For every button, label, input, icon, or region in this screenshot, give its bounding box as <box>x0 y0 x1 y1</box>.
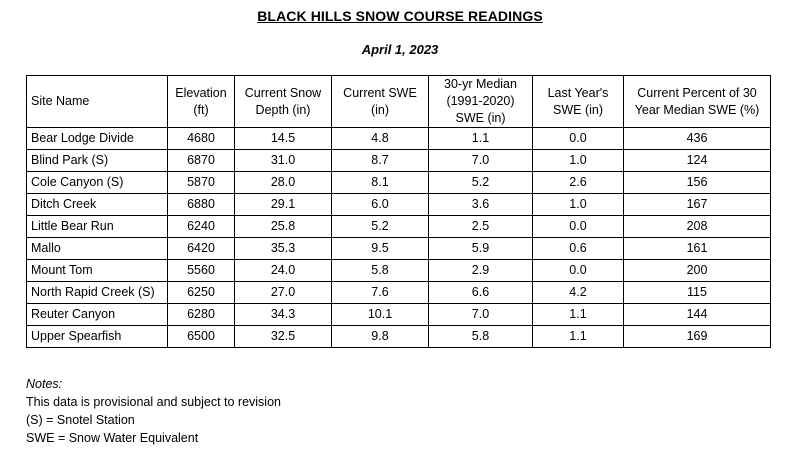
cell-snow-depth: 31.0 <box>234 149 332 172</box>
cell-snow-depth: 34.3 <box>234 303 332 326</box>
cell-current-swe: 8.1 <box>331 171 429 194</box>
table-row: Ditch Creek 6880 29.1 6.0 3.6 1.0 167 <box>26 193 771 216</box>
cell-median-swe: 5.8 <box>428 325 533 348</box>
cell-current-swe: 8.7 <box>331 149 429 172</box>
cell-percent-median: 156 <box>623 171 771 194</box>
cell-site-name: Bear Lodge Divide <box>26 127 168 150</box>
note-swe: SWE = Snow Water Equivalent <box>26 431 199 445</box>
cell-snow-depth: 25.8 <box>234 215 332 238</box>
cell-median-swe: 3.6 <box>428 193 533 216</box>
cell-percent-median: 169 <box>623 325 771 348</box>
cell-elevation: 6880 <box>167 193 235 216</box>
cell-last-year-swe: 1.0 <box>532 149 624 172</box>
cell-snow-depth: 32.5 <box>234 325 332 348</box>
notes-heading: Notes: <box>26 377 63 391</box>
snow-course-table: Site Name Elevation (ft) Current Snow De… <box>26 75 771 348</box>
cell-current-swe: 6.0 <box>331 193 429 216</box>
cell-last-year-swe: 1.0 <box>532 193 624 216</box>
cell-current-swe: 7.6 <box>331 281 429 304</box>
note-provisional: This data is provisional and subject to … <box>26 395 281 409</box>
cell-site-name: Little Bear Run <box>26 215 168 238</box>
table-row: Mount Tom 5560 24.0 5.8 2.9 0.0 200 <box>26 259 771 282</box>
cell-elevation: 6500 <box>167 325 235 348</box>
cell-percent-median: 144 <box>623 303 771 326</box>
cell-site-name: Cole Canyon (S) <box>26 171 168 194</box>
cell-elevation: 6250 <box>167 281 235 304</box>
cell-elevation: 6420 <box>167 237 235 260</box>
table-body: Bear Lodge Divide 4680 14.5 4.8 1.1 0.0 … <box>26 127 771 348</box>
cell-last-year-swe: 1.1 <box>532 303 624 326</box>
cell-snow-depth: 29.1 <box>234 193 332 216</box>
cell-last-year-swe: 1.1 <box>532 325 624 348</box>
cell-elevation: 5870 <box>167 171 235 194</box>
cell-site-name: Mount Tom <box>26 259 168 282</box>
column-header-current-swe: Current SWE (in) <box>331 75 429 128</box>
cell-snow-depth: 35.3 <box>234 237 332 260</box>
table-row: Little Bear Run 6240 25.8 5.2 2.5 0.0 20… <box>26 215 771 238</box>
cell-snow-depth: 28.0 <box>234 171 332 194</box>
cell-current-swe: 9.5 <box>331 237 429 260</box>
cell-last-year-swe: 0.0 <box>532 259 624 282</box>
cell-site-name: Mallo <box>26 237 168 260</box>
column-header-last-year-swe: Last Year's SWE (in) <box>532 75 624 128</box>
cell-median-swe: 1.1 <box>428 127 533 150</box>
table-header: Site Name Elevation (ft) Current Snow De… <box>26 75 771 128</box>
cell-percent-median: 200 <box>623 259 771 282</box>
cell-last-year-swe: 2.6 <box>532 171 624 194</box>
cell-median-swe: 7.0 <box>428 303 533 326</box>
cell-percent-median: 161 <box>623 237 771 260</box>
table-row: North Rapid Creek (S) 6250 27.0 7.6 6.6 … <box>26 281 771 304</box>
header-row: Site Name Elevation (ft) Current Snow De… <box>26 75 771 128</box>
cell-last-year-swe: 4.2 <box>532 281 624 304</box>
cell-elevation: 4680 <box>167 127 235 150</box>
table-row: Blind Park (S) 6870 31.0 8.7 7.0 1.0 124 <box>26 149 771 172</box>
cell-median-swe: 2.9 <box>428 259 533 282</box>
cell-last-year-swe: 0.0 <box>532 215 624 238</box>
cell-elevation: 5560 <box>167 259 235 282</box>
cell-site-name: Reuter Canyon <box>26 303 168 326</box>
cell-last-year-swe: 0.0 <box>532 127 624 150</box>
cell-snow-depth: 27.0 <box>234 281 332 304</box>
note-snotel: (S) = Snotel Station <box>26 413 135 427</box>
cell-elevation: 6280 <box>167 303 235 326</box>
cell-percent-median: 436 <box>623 127 771 150</box>
cell-median-swe: 6.6 <box>428 281 533 304</box>
cell-current-swe: 5.8 <box>331 259 429 282</box>
page-title: BLACK HILLS SNOW COURSE READINGS <box>257 8 543 24</box>
cell-current-swe: 10.1 <box>331 303 429 326</box>
table-row: Bear Lodge Divide 4680 14.5 4.8 1.1 0.0 … <box>26 127 771 150</box>
cell-percent-median: 208 <box>623 215 771 238</box>
cell-median-swe: 5.9 <box>428 237 533 260</box>
cell-last-year-swe: 0.6 <box>532 237 624 260</box>
cell-median-swe: 5.2 <box>428 171 533 194</box>
table-row: Reuter Canyon 6280 34.3 10.1 7.0 1.1 144 <box>26 303 771 326</box>
cell-snow-depth: 24.0 <box>234 259 332 282</box>
column-header-elevation: Elevation (ft) <box>167 75 235 128</box>
cell-elevation: 6870 <box>167 149 235 172</box>
cell-median-swe: 2.5 <box>428 215 533 238</box>
cell-current-swe: 5.2 <box>331 215 429 238</box>
cell-elevation: 6240 <box>167 215 235 238</box>
report-date: April 1, 2023 <box>361 42 439 57</box>
cell-current-swe: 4.8 <box>331 127 429 150</box>
column-header-site-name: Site Name <box>26 75 168 128</box>
column-header-snow-depth: Current Snow Depth (in) <box>234 75 332 128</box>
cell-site-name: Ditch Creek <box>26 193 168 216</box>
cell-percent-median: 115 <box>623 281 771 304</box>
cell-current-swe: 9.8 <box>331 325 429 348</box>
column-header-percent-median: Current Percent of 30 Year Median SWE (%… <box>623 75 771 128</box>
cell-median-swe: 7.0 <box>428 149 533 172</box>
table-row: Upper Spearfish 6500 32.5 9.8 5.8 1.1 16… <box>26 325 771 348</box>
cell-percent-median: 167 <box>623 193 771 216</box>
cell-site-name: North Rapid Creek (S) <box>26 281 168 304</box>
cell-site-name: Blind Park (S) <box>26 149 168 172</box>
cell-percent-median: 124 <box>623 149 771 172</box>
table-row: Cole Canyon (S) 5870 28.0 8.1 5.2 2.6 15… <box>26 171 771 194</box>
notes-section: Notes: This data is provisional and subj… <box>26 375 281 447</box>
cell-snow-depth: 14.5 <box>234 127 332 150</box>
column-header-median-swe: 30-yr Median (1991-2020) SWE (in) <box>428 75 533 128</box>
table-row: Mallo 6420 35.3 9.5 5.9 0.6 161 <box>26 237 771 260</box>
cell-site-name: Upper Spearfish <box>26 325 168 348</box>
